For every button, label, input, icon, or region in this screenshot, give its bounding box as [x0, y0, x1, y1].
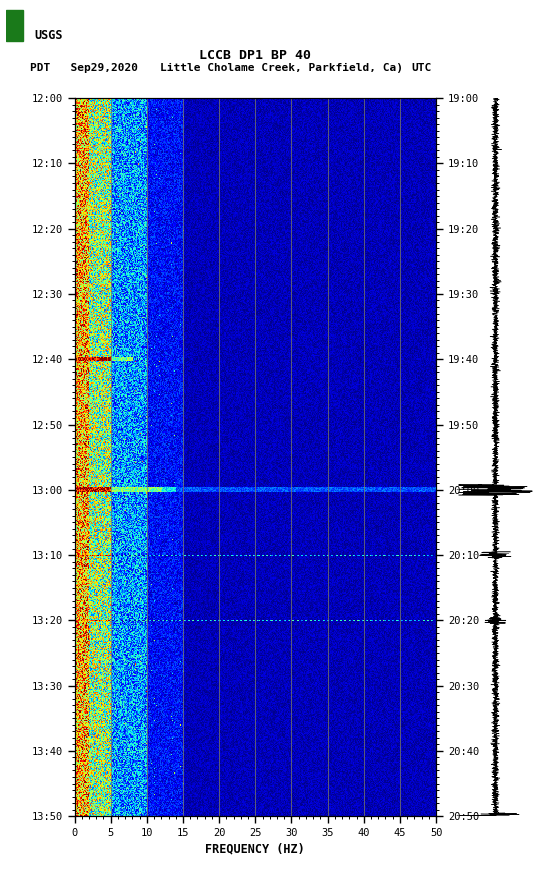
Text: LCCB DP1 BP 40: LCCB DP1 BP 40	[199, 48, 311, 62]
X-axis label: FREQUENCY (HZ): FREQUENCY (HZ)	[205, 842, 305, 855]
FancyBboxPatch shape	[6, 11, 23, 41]
Text: USGS: USGS	[34, 29, 63, 43]
Text: UTC: UTC	[411, 63, 432, 73]
Text: PDT   Sep29,2020: PDT Sep29,2020	[30, 63, 139, 73]
Text: Little Cholame Creek, Parkfield, Ca): Little Cholame Creek, Parkfield, Ca)	[160, 63, 403, 73]
